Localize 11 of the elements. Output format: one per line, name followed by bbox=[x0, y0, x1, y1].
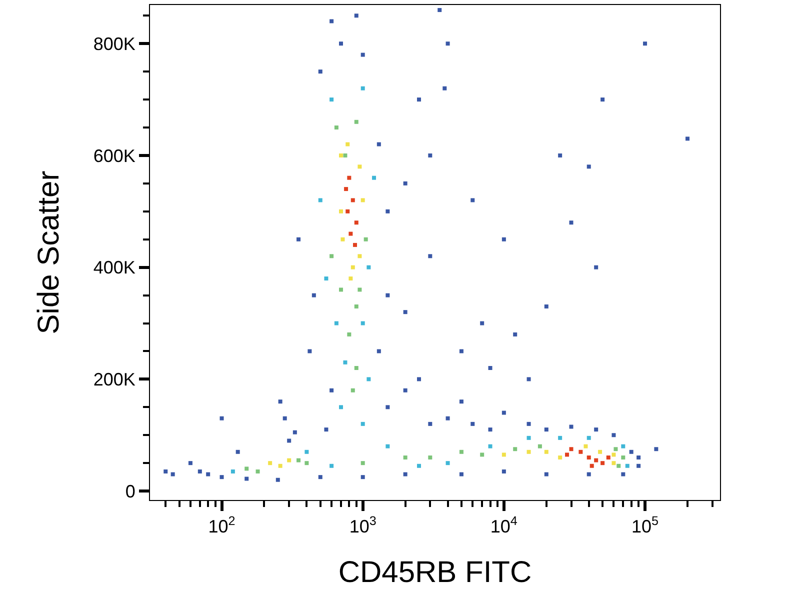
y-axis-title: Side Scatter bbox=[32, 170, 66, 334]
x-tick-label: 10$^{5}$ bbox=[631, 514, 659, 537]
x-axis-title: CD45RB FITC bbox=[338, 556, 532, 590]
x-tick-label: 10$^{2}$ bbox=[208, 514, 236, 537]
y-tick-label: 0 bbox=[125, 481, 136, 502]
y-tick-label: 200K bbox=[93, 369, 136, 390]
y-tick-label: 400K bbox=[93, 258, 136, 278]
x-tick-label: 10$^{3}$ bbox=[349, 514, 376, 537]
y-tick-label: 600K bbox=[93, 146, 136, 166]
x-tick-label: 10$^{4}$ bbox=[490, 514, 518, 537]
y-tick-label: 800K bbox=[93, 34, 136, 54]
